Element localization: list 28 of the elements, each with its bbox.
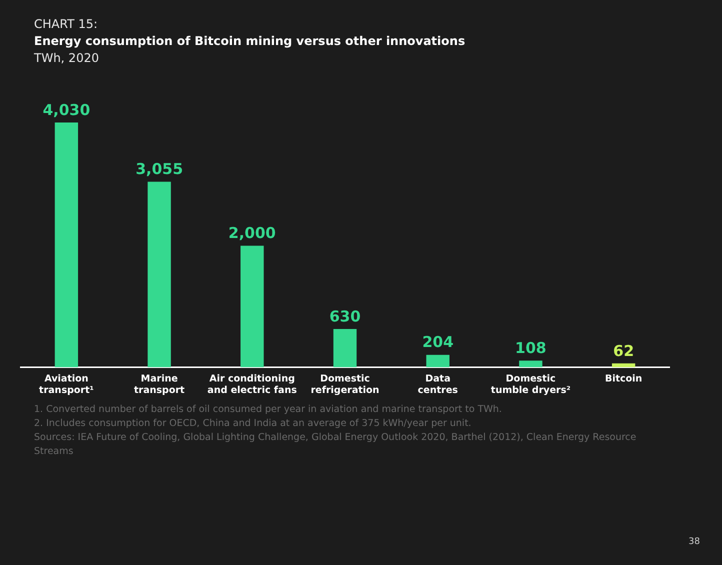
data-label: 4,030	[42, 100, 90, 119]
data-label: 2,000	[228, 224, 276, 242]
bar	[426, 354, 450, 368]
bar	[519, 360, 542, 368]
data-label: 62	[613, 342, 634, 360]
x-tick-label: Air conditioning and electric fans	[207, 373, 298, 396]
data-label: 630	[329, 307, 361, 326]
data-label: 204	[422, 333, 454, 352]
x-tick-label: Domestic tumble dryers²	[490, 373, 571, 396]
chart-title: Energy consumption of Bitcoin mining versus other innovations	[34, 34, 466, 48]
caption: CHART 15:	[34, 17, 98, 31]
text: 2. Includes consumption for OECD, China and India at an average of 375 kWh/year per unit.	[34, 417, 472, 431]
bar	[333, 328, 357, 368]
text: 1. Converted number of barrels of oil consumed per year in aviation and marine transport to TWh.	[34, 403, 503, 417]
x-tick-label: Marine transport	[134, 373, 186, 396]
x-tick-label: Data centres	[418, 373, 458, 396]
text: 38	[688, 537, 700, 547]
x-tick-label: Aviation transport¹	[39, 373, 94, 396]
bar	[54, 122, 78, 368]
data-label: 3,055	[136, 160, 184, 178]
x-tick-label: Domestic refrigeration	[310, 373, 380, 396]
data-label: 108	[515, 339, 546, 358]
bar	[240, 246, 264, 368]
bar	[612, 363, 636, 368]
source-note: Sources: IEA Future of Cooling, Global Lighting Challenge, Global Energy Outlook 2020, Barthel (2012), Clean Energy Resource Streams	[34, 431, 638, 459]
bar	[148, 182, 171, 368]
chart-subtitle: TWh, 2020	[34, 51, 99, 65]
x-tick-label: Bitcoin	[604, 373, 642, 384]
